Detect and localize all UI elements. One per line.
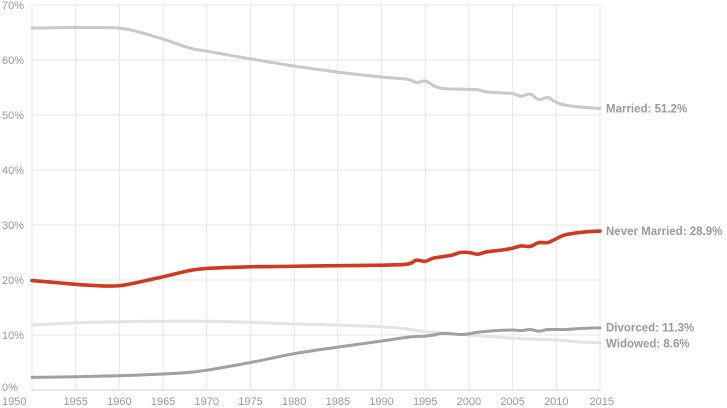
x-tick-label: 2015: [590, 396, 614, 408]
y-tick-label: 40%: [2, 165, 24, 177]
series-line-divorced: [30, 326, 602, 379]
y-tick-label: 60%: [2, 55, 24, 67]
series-line-married: [30, 25, 602, 110]
x-tick-label: 1990: [369, 396, 393, 408]
gridlines: [31, 4, 601, 391]
series-line-never-married: [30, 229, 602, 288]
x-tick-label: 1955: [63, 396, 87, 408]
end-label-married: Married: 51.2%: [606, 103, 687, 115]
x-tick-label: 1950: [2, 396, 26, 408]
x-tick-label: 1970: [195, 396, 219, 408]
series-lines: [30, 25, 602, 379]
x-tick-label: 1980: [282, 396, 306, 408]
x-tick-label: 1975: [238, 396, 262, 408]
series-end-labels: Married: 51.2% Never Married: 28.9% Divorc…: [606, 103, 722, 350]
y-tick-label: 50%: [2, 110, 24, 122]
x-tick-label: 1960: [107, 396, 131, 408]
y-tick-label: 0%: [2, 382, 18, 394]
x-tick-label: 1965: [151, 396, 175, 408]
y-tick-label: 70%: [2, 0, 24, 12]
x-tick-label: 2000: [457, 396, 481, 408]
y-tick-label: 30%: [2, 220, 24, 232]
y-tick-label: 10%: [2, 330, 24, 342]
end-label-never-married: Never Married: 28.9%: [606, 226, 722, 238]
end-label-widowed: Widowed: 8.6%: [606, 338, 690, 350]
y-tick-label: 20%: [2, 275, 24, 287]
series-line-widowed: [30, 319, 602, 345]
x-tick-label: 2010: [544, 396, 568, 408]
x-tick-label: 1995: [413, 396, 437, 408]
x-tick-label: 1985: [326, 396, 350, 408]
x-tick-label: 2005: [500, 396, 524, 408]
x-axis-ticks: 1950 1955 1960 1965 1970 1975 1980 1985 1990 1995…: [2, 396, 614, 408]
end-label-divorced: Divorced: 11.3%: [606, 322, 694, 334]
y-axis-ticks: 0% 10% 20% 30% 40% 50% 60% 70%: [2, 0, 24, 394]
